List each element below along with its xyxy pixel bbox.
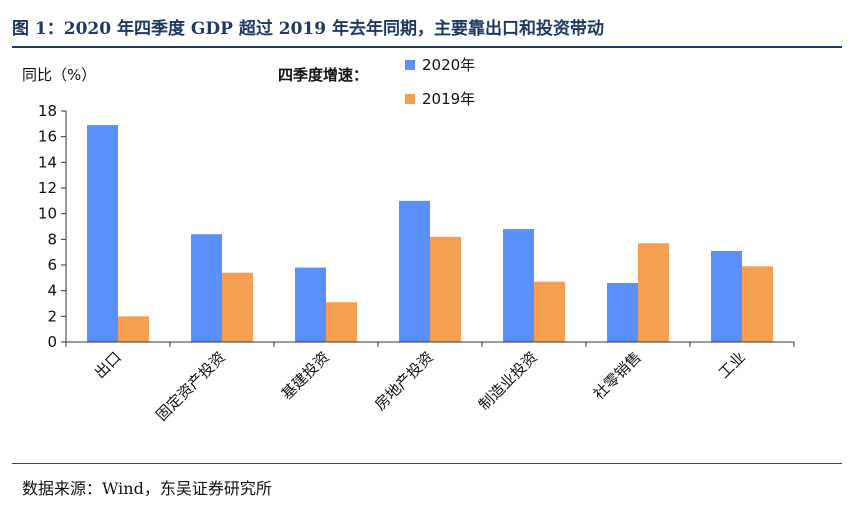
bar-2019-3 [430, 236, 461, 342]
bar-2019-4 [534, 281, 565, 342]
y-tick-label: 8 [47, 230, 57, 248]
y-tick-label: 2 [47, 307, 57, 325]
x-tick-label: 固定资产投资 [152, 348, 228, 424]
legend: 2020年 2019年 [405, 56, 475, 108]
x-tick-label: 制造业投资 [475, 348, 541, 414]
bar-2020-0 [87, 125, 118, 342]
bar-2020-5 [607, 282, 638, 342]
y-axis: 0 2 4 6 8 10 12 14 16 18 [38, 102, 67, 351]
legend-title: 四季度增速： [278, 66, 368, 84]
bar-2020-2 [295, 267, 326, 342]
legend-swatch-1 [405, 94, 415, 104]
title-divider [12, 46, 842, 48]
bar-2020-4 [503, 229, 534, 342]
x-tick-label: 社零销售 [590, 348, 645, 403]
x-tick-label: 房地产投资 [371, 348, 437, 414]
bar-2019-2 [326, 302, 357, 342]
y-tick-label: 6 [47, 256, 57, 274]
legend-label-0: 2020年 [422, 56, 475, 74]
bar-2020-1 [191, 234, 222, 342]
y-tick-label: 0 [47, 333, 57, 351]
bar-2019-0 [118, 316, 149, 342]
bar-2019-1 [222, 272, 253, 342]
y-tick-label: 18 [38, 102, 57, 120]
data-source: 数据来源：Wind，东吴证券研究所 [22, 479, 272, 498]
x-tick-label: 出口 [91, 348, 125, 382]
bars [87, 125, 773, 342]
x-axis: 出口 固定资产投资 基建投资 房地产投资 制造业投资 社零销售 工业 [65, 341, 795, 424]
y-tick-label: 14 [38, 153, 57, 171]
bar-2020-6 [711, 250, 742, 342]
y-tick-label: 16 [38, 128, 57, 146]
legend-swatch-0 [405, 60, 415, 70]
y-tick-label: 4 [47, 282, 57, 300]
bar-2019-6 [742, 266, 773, 342]
y-tick-label: 10 [38, 205, 57, 223]
chart-title: 图 1：2020 年四季度 GDP 超过 2019 年去年同期，主要靠出口和投资… [12, 19, 605, 39]
source-divider [12, 463, 842, 464]
y-tick-label: 12 [38, 179, 57, 197]
legend-label-1: 2019年 [422, 90, 475, 108]
bar-2020-3 [399, 200, 430, 342]
bar-2019-5 [638, 243, 669, 342]
x-tick-label: 工业 [715, 348, 749, 382]
x-tick-label: 基建投资 [278, 348, 333, 403]
y-axis-label: 同比（%） [22, 66, 96, 84]
